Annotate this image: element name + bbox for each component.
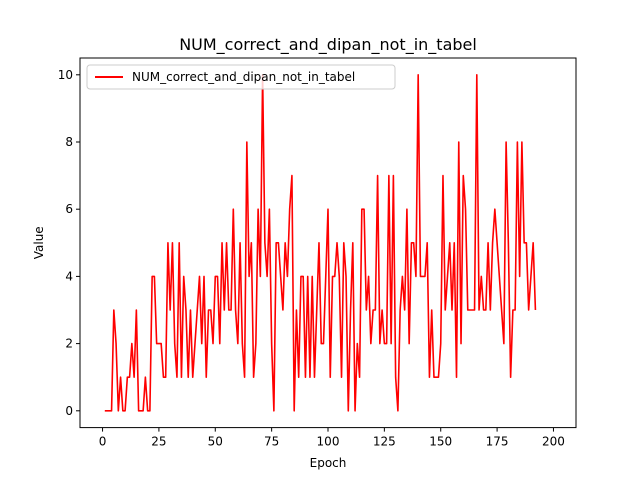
y-tick-label: 6 — [65, 202, 73, 216]
x-tick-label: 150 — [429, 435, 452, 449]
x-tick-label: 200 — [542, 435, 565, 449]
y-tick-label: 0 — [65, 404, 73, 418]
x-tick-label: 100 — [317, 435, 340, 449]
x-tick-label: 25 — [151, 435, 166, 449]
chart-title: NUM_correct_and_dipan_not_in_tabel — [179, 35, 477, 55]
x-tick-label: 50 — [208, 435, 223, 449]
legend: NUM_correct_and_dipan_not_in_tabel — [86, 64, 396, 90]
x-axis-label: Epoch — [310, 456, 347, 470]
x-axis-ticks: 0 25 50 75 100 125 150 175 200 — [99, 427, 565, 449]
legend-box — [86, 64, 396, 90]
y-tick-label: 4 — [65, 269, 73, 283]
x-tick-label: 175 — [486, 435, 509, 449]
y-axis-ticks: 0 2 4 6 8 10 — [58, 68, 80, 418]
plot-frame — [79, 57, 577, 429]
y-tick-label: 8 — [65, 135, 73, 149]
y-tick-label: 10 — [58, 68, 73, 82]
y-tick-label: 2 — [65, 337, 73, 351]
series-line-0 — [104, 74, 537, 412]
y-axis-label: Value — [32, 226, 46, 259]
plot-series — [104, 74, 537, 412]
x-tick-label: 125 — [373, 435, 396, 449]
legend-entry-label: NUM_correct_and_dipan_not_in_tabel — [132, 70, 355, 84]
x-tick-label: 75 — [264, 435, 279, 449]
x-tick-label: 0 — [99, 435, 107, 449]
